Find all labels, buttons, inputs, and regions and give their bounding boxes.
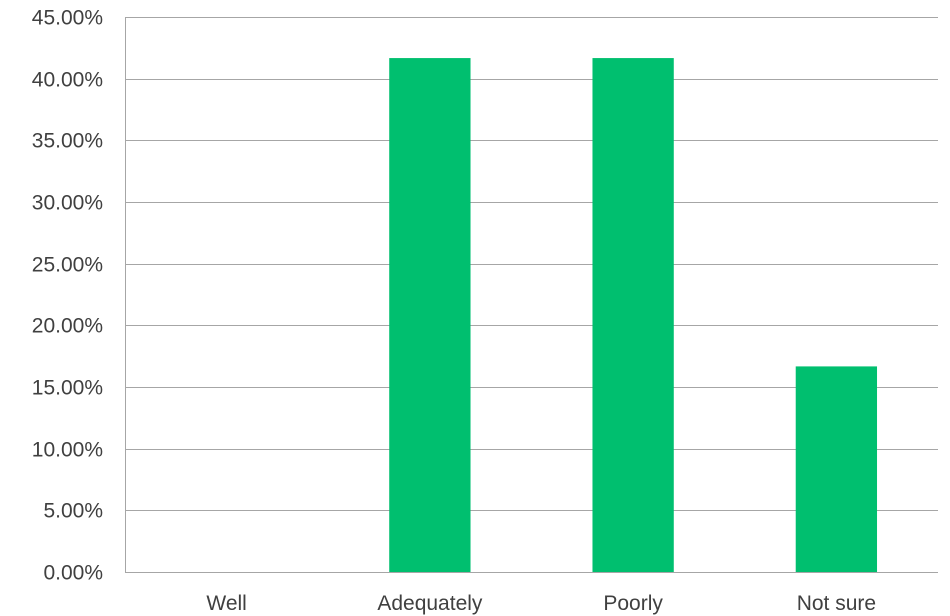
x-category-label: Well [206, 592, 246, 615]
y-tick-label: 35.00% [32, 130, 103, 153]
y-tick-label: 5.00% [43, 500, 103, 523]
y-tick-label: 40.00% [32, 69, 103, 92]
y-tick-label: 30.00% [32, 192, 103, 215]
y-tick-label: 0.00% [43, 562, 103, 585]
x-axis-category-labels: Well Adequately Poorly Not sure [206, 592, 876, 615]
y-tick-label: 45.00% [32, 7, 103, 30]
y-axis-tick-labels: 0.00% 5.00% 10.00% 15.00% 20.00% 25.00% 30.00%… [32, 7, 103, 585]
y-tick-label: 10.00% [32, 439, 103, 462]
bars [389, 58, 878, 572]
x-category-label: Adequately [377, 592, 483, 615]
x-category-label: Not sure [797, 592, 876, 615]
bar-poorly [592, 58, 674, 572]
y-tick-label: 15.00% [32, 377, 103, 400]
bar-not-sure [795, 366, 878, 572]
gridlines [125, 17, 938, 573]
y-tick-label: 25.00% [32, 254, 103, 277]
y-tick-label: 20.00% [32, 315, 103, 338]
x-category-label: Poorly [603, 592, 663, 615]
bar-adequately [389, 58, 471, 572]
